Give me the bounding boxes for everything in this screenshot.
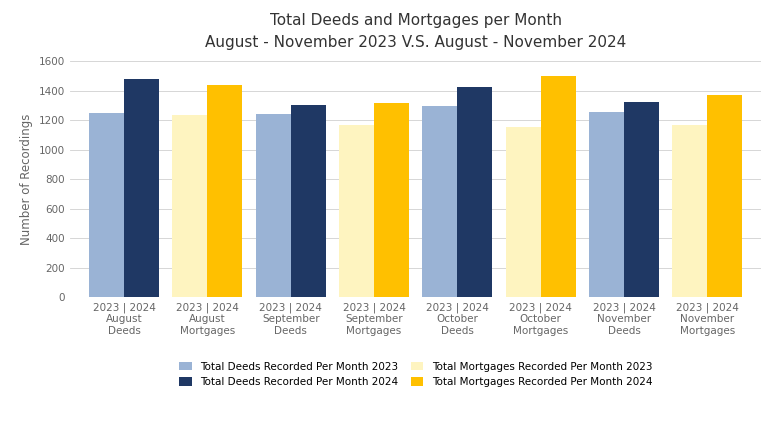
Bar	[589, 112, 624, 297]
Y-axis label: Number of Recordings: Number of Recordings	[20, 114, 33, 245]
Bar	[541, 76, 576, 297]
Bar	[672, 125, 707, 297]
Bar	[506, 127, 541, 297]
Bar	[172, 115, 207, 297]
Bar	[124, 79, 159, 297]
Bar	[458, 87, 493, 297]
Bar	[89, 113, 124, 297]
Bar	[423, 106, 458, 297]
Bar	[256, 114, 291, 297]
Title: Total Deeds and Mortgages per Month
August - November 2023 V.S. August - Novembe: Total Deeds and Mortgages per Month Augu…	[205, 13, 626, 50]
Bar	[707, 95, 742, 297]
Bar	[339, 125, 374, 297]
Bar	[374, 103, 409, 297]
Bar	[291, 105, 326, 297]
Legend: Total Deeds Recorded Per Month 2023, Total Deeds Recorded Per Month 2024, Total : Total Deeds Recorded Per Month 2023, Tot…	[175, 357, 657, 391]
Bar	[207, 85, 242, 297]
Bar	[624, 102, 659, 297]
